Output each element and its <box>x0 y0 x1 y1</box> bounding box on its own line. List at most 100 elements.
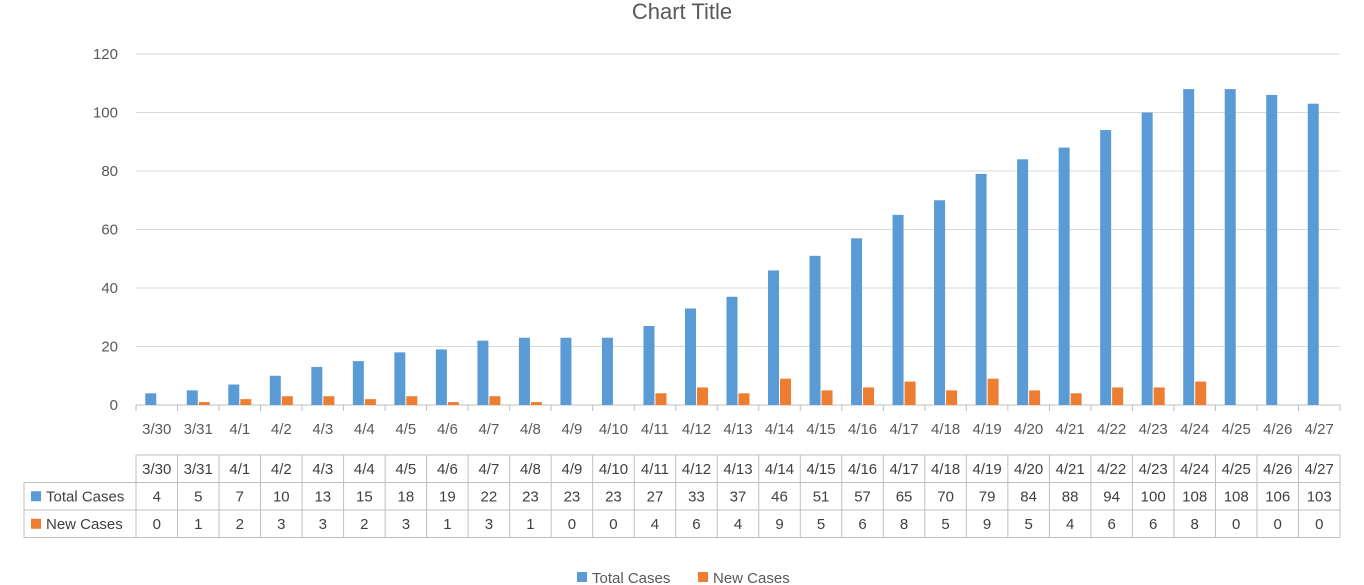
bar-total-cases <box>518 337 530 405</box>
bars <box>145 89 1319 406</box>
table-value-cell: 23 <box>605 488 622 505</box>
table-header-cell: 3/30 <box>142 461 171 478</box>
table-value-cell: 103 <box>1307 488 1332 505</box>
bar-new-cases <box>281 396 293 405</box>
table-header-cell: 4/15 <box>806 461 835 478</box>
bar-total-cases <box>601 337 613 405</box>
table-header-cell: 4/4 <box>354 461 375 478</box>
table-value-cell: 1 <box>194 516 202 533</box>
chart-title: Chart Title <box>632 0 732 24</box>
table-value-cell: 18 <box>398 488 415 505</box>
bar-new-cases <box>987 378 999 405</box>
bar-total-cases <box>228 384 240 405</box>
y-tick-label: 100 <box>93 105 118 122</box>
bar-new-cases <box>1029 390 1041 405</box>
bar-total-cases <box>186 390 198 405</box>
bar-new-cases <box>1112 387 1124 405</box>
bar-total-cases <box>394 352 406 405</box>
table-value-cell: 1 <box>443 516 451 533</box>
y-tick-label: 60 <box>101 222 118 239</box>
table-value-cell: 5 <box>1024 516 1032 533</box>
bar-new-cases <box>323 396 335 405</box>
bar-total-cases <box>892 214 904 405</box>
bar-total-cases <box>851 238 863 405</box>
table-value-cell: 3 <box>319 516 327 533</box>
bar-new-cases <box>780 378 792 405</box>
table-value-cell: 6 <box>692 516 700 533</box>
table-value-cell: 108 <box>1224 488 1249 505</box>
table-header-cell: 4/12 <box>682 461 711 478</box>
table-value-cell: 0 <box>609 516 617 533</box>
table-legend-key <box>31 491 41 502</box>
table-legend-key <box>31 518 41 529</box>
table-value-cell: 6 <box>1149 516 1157 533</box>
legend-key <box>577 572 587 582</box>
legend-label: Total Cases <box>592 570 670 585</box>
bar-new-cases <box>198 402 210 405</box>
table-value-cell: 0 <box>153 516 161 533</box>
bar-total-cases <box>352 361 364 405</box>
table-value-cell: 3 <box>277 516 285 533</box>
bar-new-cases <box>738 393 750 405</box>
x-tick-label: 4/25 <box>1222 421 1251 438</box>
legend: Total Cases New Cases <box>577 570 790 585</box>
table-value-cell: 5 <box>194 488 202 505</box>
x-tick-label: 4/2 <box>271 421 292 438</box>
bar-total-cases <box>145 393 157 405</box>
x-tick-label: 4/24 <box>1180 421 1209 438</box>
x-tick-label: 4/1 <box>229 421 250 438</box>
table-value-cell: 33 <box>688 488 705 505</box>
table-value-cell: 46 <box>771 488 788 505</box>
table-header-cell: 4/26 <box>1263 461 1292 478</box>
table-value-cell: 8 <box>1191 516 1199 533</box>
x-tick-label: 4/9 <box>562 421 583 438</box>
table-header-cell: 4/17 <box>889 461 918 478</box>
table-value-cell: 79 <box>979 488 996 505</box>
table-value-cell: 3 <box>485 516 493 533</box>
bar-total-cases <box>1100 130 1112 406</box>
x-tick-label: 4/10 <box>599 421 628 438</box>
table-header-cell: 4/7 <box>478 461 499 478</box>
table-value-cell: 19 <box>439 488 456 505</box>
x-tick-label: 4/5 <box>395 421 416 438</box>
table-value-cell: 100 <box>1141 488 1166 505</box>
bar-new-cases <box>904 381 916 405</box>
table-header-cell: 4/19 <box>973 461 1002 478</box>
bar-new-cases <box>447 402 459 405</box>
x-tick-label: 4/16 <box>848 421 877 438</box>
table-value-cell: 23 <box>522 488 539 505</box>
table-value-cell: 88 <box>1062 488 1079 505</box>
table-value-cell: 2 <box>236 516 244 533</box>
bar-total-cases <box>269 375 281 405</box>
table-header-cell: 4/20 <box>1014 461 1043 478</box>
x-tick-label: 4/20 <box>1014 421 1043 438</box>
x-tick-label: 4/7 <box>478 421 499 438</box>
table-value-cell: 6 <box>1107 516 1115 533</box>
bar-new-cases <box>1070 393 1082 405</box>
table-row-label: Total Cases <box>46 488 124 505</box>
table-value-cell: 22 <box>481 488 498 505</box>
table-value-cell: 4 <box>153 488 161 505</box>
bar-new-cases <box>696 387 708 405</box>
bar-total-cases <box>1141 112 1153 405</box>
y-tick-label: 20 <box>101 339 118 356</box>
bar-total-cases <box>643 326 655 405</box>
table-value-cell: 106 <box>1265 488 1290 505</box>
bar-total-cases <box>975 173 987 405</box>
table-value-cell: 37 <box>730 488 747 505</box>
bar-total-cases <box>684 308 696 405</box>
table-header-cell: 4/2 <box>271 461 292 478</box>
table-header-cell: 4/27 <box>1305 461 1334 478</box>
bar-total-cases <box>1017 159 1029 405</box>
table-value-cell: 65 <box>896 488 913 505</box>
bar-new-cases <box>1153 387 1165 405</box>
table-header-cell: 4/5 <box>395 461 416 478</box>
table-value-cell: 9 <box>775 516 783 533</box>
table-value-cell: 0 <box>568 516 576 533</box>
table-value-cell: 8 <box>900 516 908 533</box>
x-tick-label: 4/19 <box>973 421 1002 438</box>
x-tick-label: 4/4 <box>354 421 375 438</box>
table-value-cell: 3 <box>402 516 410 533</box>
table-row-label: New Cases <box>46 516 123 533</box>
